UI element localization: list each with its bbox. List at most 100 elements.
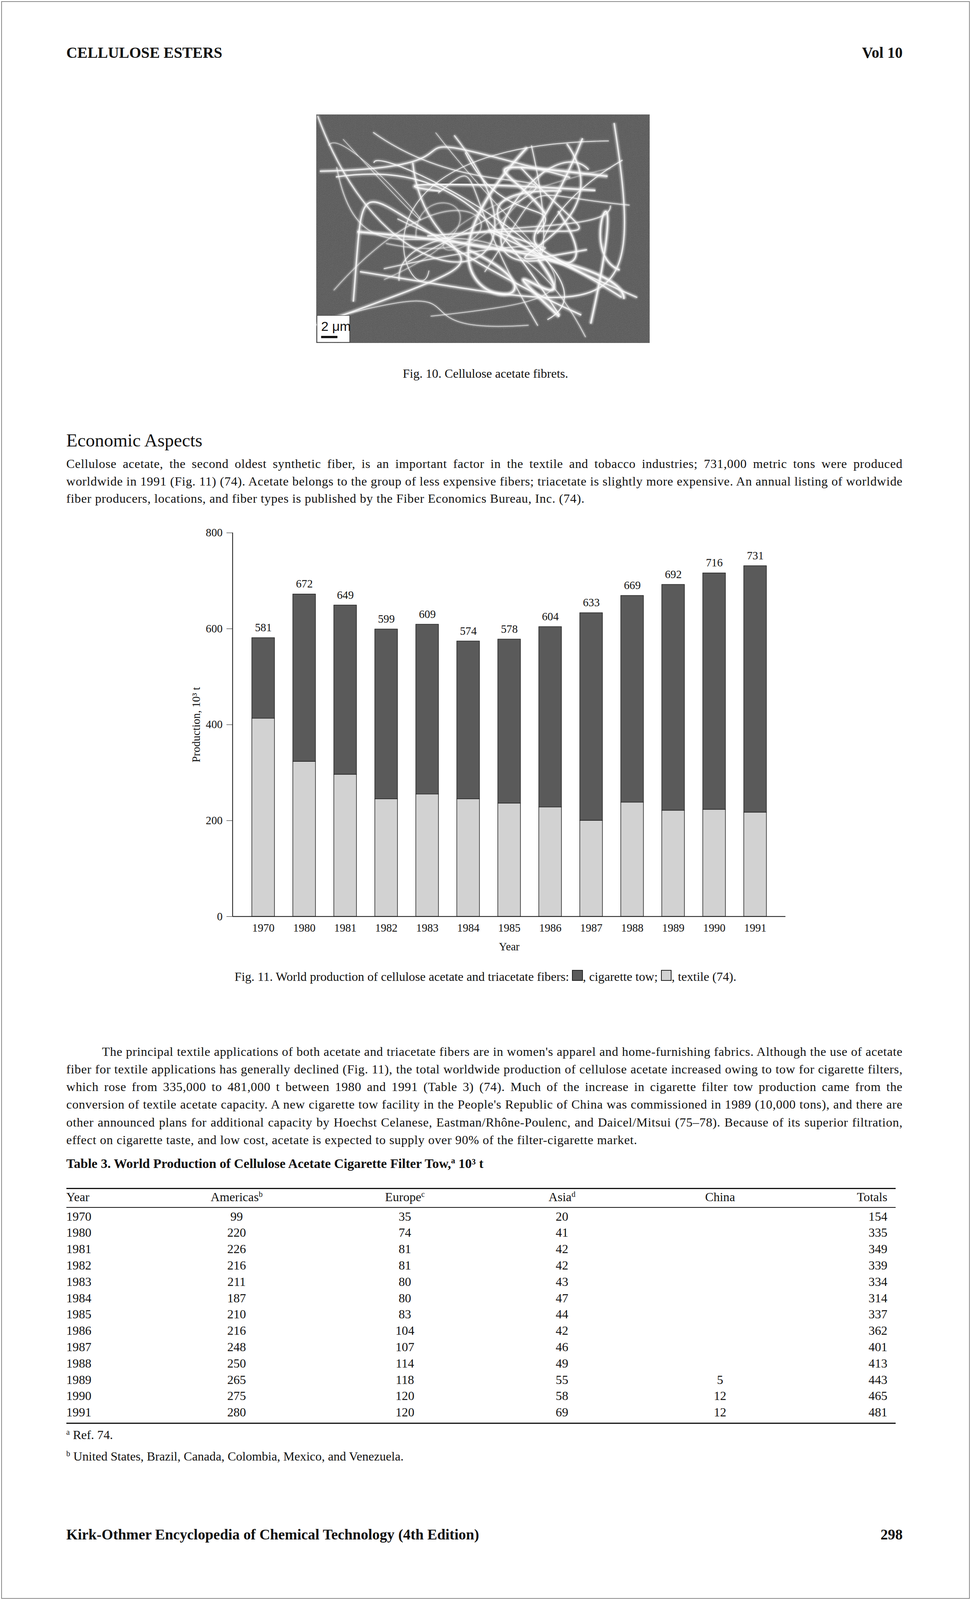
svg-text:578: 578 <box>500 622 518 635</box>
html-text:Vol 10: Vol 10 <box>861 44 903 62</box>
svg-text:1970: 1970 <box>252 921 275 934</box>
html-text:265: 265 <box>227 1371 247 1386</box>
svg-text:200: 200 <box>205 813 223 827</box>
svg-text:1991: 1991 <box>744 921 767 934</box>
html-text:337: 337 <box>868 1306 888 1321</box>
html-text:1984: 1984 <box>66 1290 92 1305</box>
svg-text:633: 633 <box>582 595 600 609</box>
html-text:120: 120 <box>395 1388 415 1403</box>
html-text:1988: 1988 <box>66 1355 92 1370</box>
html-text:1970: 1970 <box>66 1208 92 1223</box>
svg-text:604: 604 <box>541 609 559 623</box>
svg-text:0: 0 <box>217 909 223 923</box>
svg-text:731: 731 <box>746 548 764 562</box>
html-text:226: 226 <box>227 1241 247 1256</box>
html-text:107: 107 <box>395 1339 415 1354</box>
html-text:220: 220 <box>227 1224 247 1240</box>
html-text:154: 154 <box>868 1208 888 1223</box>
html-text:465: 465 <box>868 1388 888 1403</box>
html-text:Economic Aspects: Economic Aspects <box>66 429 203 451</box>
html-text:1987: 1987 <box>66 1339 92 1354</box>
html-text:Fig. 11. World production of c: Fig. 11. World production of cellulose a… <box>234 968 573 984</box>
html-text:bUnited States, Brazil, Canada: bUnited States, Brazil, Canada, Colombia… <box>66 1448 404 1463</box>
html-text:aRef. 74.: aRef. 74. <box>66 1426 113 1441</box>
svg-text:1983: 1983 <box>416 921 439 934</box>
html-text:35: 35 <box>398 1208 412 1223</box>
svg-text:672: 672 <box>295 577 313 590</box>
html-text:1983: 1983 <box>66 1273 92 1288</box>
html-text:248: 248 <box>227 1339 247 1354</box>
svg-text:1990: 1990 <box>703 921 726 934</box>
html-text:1986: 1986 <box>66 1322 92 1337</box>
svg-text:1982: 1982 <box>375 921 398 934</box>
html-text:120: 120 <box>395 1404 415 1419</box>
html-text:280: 280 <box>227 1404 247 1419</box>
svg-text:716: 716 <box>705 555 723 569</box>
html-text:Cellulose acetate, the second: Cellulose acetate, the second oldest syn… <box>66 456 903 506</box>
svg-text:609: 609 <box>418 607 436 621</box>
html-text:1980: 1980 <box>66 1224 92 1240</box>
html-text:250: 250 <box>227 1355 247 1370</box>
svg-text:1986: 1986 <box>539 921 562 934</box>
svg-text:1981: 1981 <box>334 921 357 934</box>
html-text:335: 335 <box>868 1224 888 1240</box>
svg-text:2 μm: 2 μm <box>320 318 351 334</box>
html-text:China: China <box>705 1189 736 1204</box>
svg-text:1989: 1989 <box>662 921 685 934</box>
html-text:20: 20 <box>555 1208 569 1223</box>
svg-text:599: 599 <box>377 612 395 625</box>
html-text:1981: 1981 <box>66 1241 92 1256</box>
html-text:Fig. 10. Cellulose acetate fib: Fig. 10. Cellulose acetate fibrets. <box>402 366 569 381</box>
svg-text:692: 692 <box>664 567 682 581</box>
html-text:Americasb: Americasb <box>210 1189 263 1204</box>
html-text:401: 401 <box>868 1339 888 1354</box>
html-text:Europec: Europec <box>385 1189 425 1204</box>
html-text:Asiad: Asiad <box>548 1189 576 1204</box>
html-text:114: 114 <box>395 1355 415 1370</box>
svg-text:1985: 1985 <box>498 921 521 934</box>
html-text:Kirk-Othmer Encyclopedia of Ch: Kirk-Othmer Encyclopedia of Chemical Tec… <box>66 1525 480 1542</box>
svg-text:1987: 1987 <box>580 921 603 934</box>
svg-text:1988: 1988 <box>621 921 644 934</box>
svg-text:400: 400 <box>205 717 223 731</box>
html-text:216: 216 <box>227 1322 247 1337</box>
html-text:334: 334 <box>868 1273 888 1288</box>
html-text:The principal textile applicat: The principal textile applications of bo… <box>66 1043 903 1147</box>
html-text:210: 210 <box>227 1306 247 1321</box>
html-text:211: 211 <box>227 1273 246 1288</box>
html-text:118: 118 <box>395 1371 415 1386</box>
html-text:216: 216 <box>227 1257 247 1272</box>
svg-text:800: 800 <box>205 525 223 539</box>
svg-text:Year: Year <box>498 939 520 953</box>
html-text:275: 275 <box>227 1388 247 1403</box>
html-text:, textile (74).: , textile (74). <box>671 968 737 984</box>
html-text:1989: 1989 <box>66 1371 92 1386</box>
html-text:Year: Year <box>66 1189 90 1204</box>
svg-text:669: 669 <box>623 578 641 592</box>
html-text:187: 187 <box>227 1290 247 1305</box>
svg-text:Production, 10³ t: Production, 10³ t <box>189 686 203 763</box>
html-text:1982: 1982 <box>66 1257 92 1272</box>
html-text:349: 349 <box>868 1241 888 1256</box>
svg-text:581: 581 <box>254 620 272 634</box>
html-text:, cigarette tow;: , cigarette tow; <box>582 968 661 984</box>
html-text:314: 314 <box>868 1290 888 1305</box>
svg-text:1980: 1980 <box>293 921 316 934</box>
html-text:443: 443 <box>868 1371 888 1386</box>
html-text:339: 339 <box>868 1257 888 1272</box>
html-text:Table 3. World Production of C: Table 3. World Production of Cellulose A… <box>66 1155 484 1171</box>
html-text:362: 362 <box>868 1322 888 1337</box>
html-text:1990: 1990 <box>66 1388 92 1403</box>
html-text:413: 413 <box>868 1355 888 1370</box>
html-text:481: 481 <box>868 1404 888 1419</box>
html-text:Totals: Totals <box>856 1189 888 1204</box>
svg-text:574: 574 <box>459 624 477 637</box>
html-text:1991: 1991 <box>66 1404 92 1419</box>
html-text:104: 104 <box>395 1322 415 1337</box>
svg-text:1984: 1984 <box>457 921 480 934</box>
html-text:298: 298 <box>880 1525 903 1542</box>
html-text:CELLULOSE ESTERS: CELLULOSE ESTERS <box>66 44 223 62</box>
html-text:1985: 1985 <box>66 1306 92 1321</box>
svg-text:600: 600 <box>205 621 223 635</box>
svg-text:649: 649 <box>336 588 354 601</box>
